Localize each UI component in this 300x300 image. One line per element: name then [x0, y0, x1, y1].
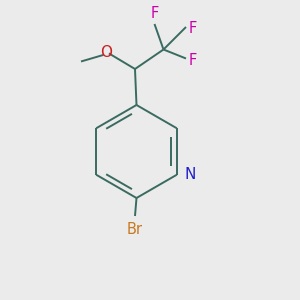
Text: Br: Br [127, 222, 143, 237]
Text: F: F [189, 21, 197, 36]
Text: F: F [189, 52, 197, 68]
Text: F: F [150, 6, 159, 21]
Text: O: O [100, 45, 112, 60]
Text: N: N [185, 167, 196, 182]
